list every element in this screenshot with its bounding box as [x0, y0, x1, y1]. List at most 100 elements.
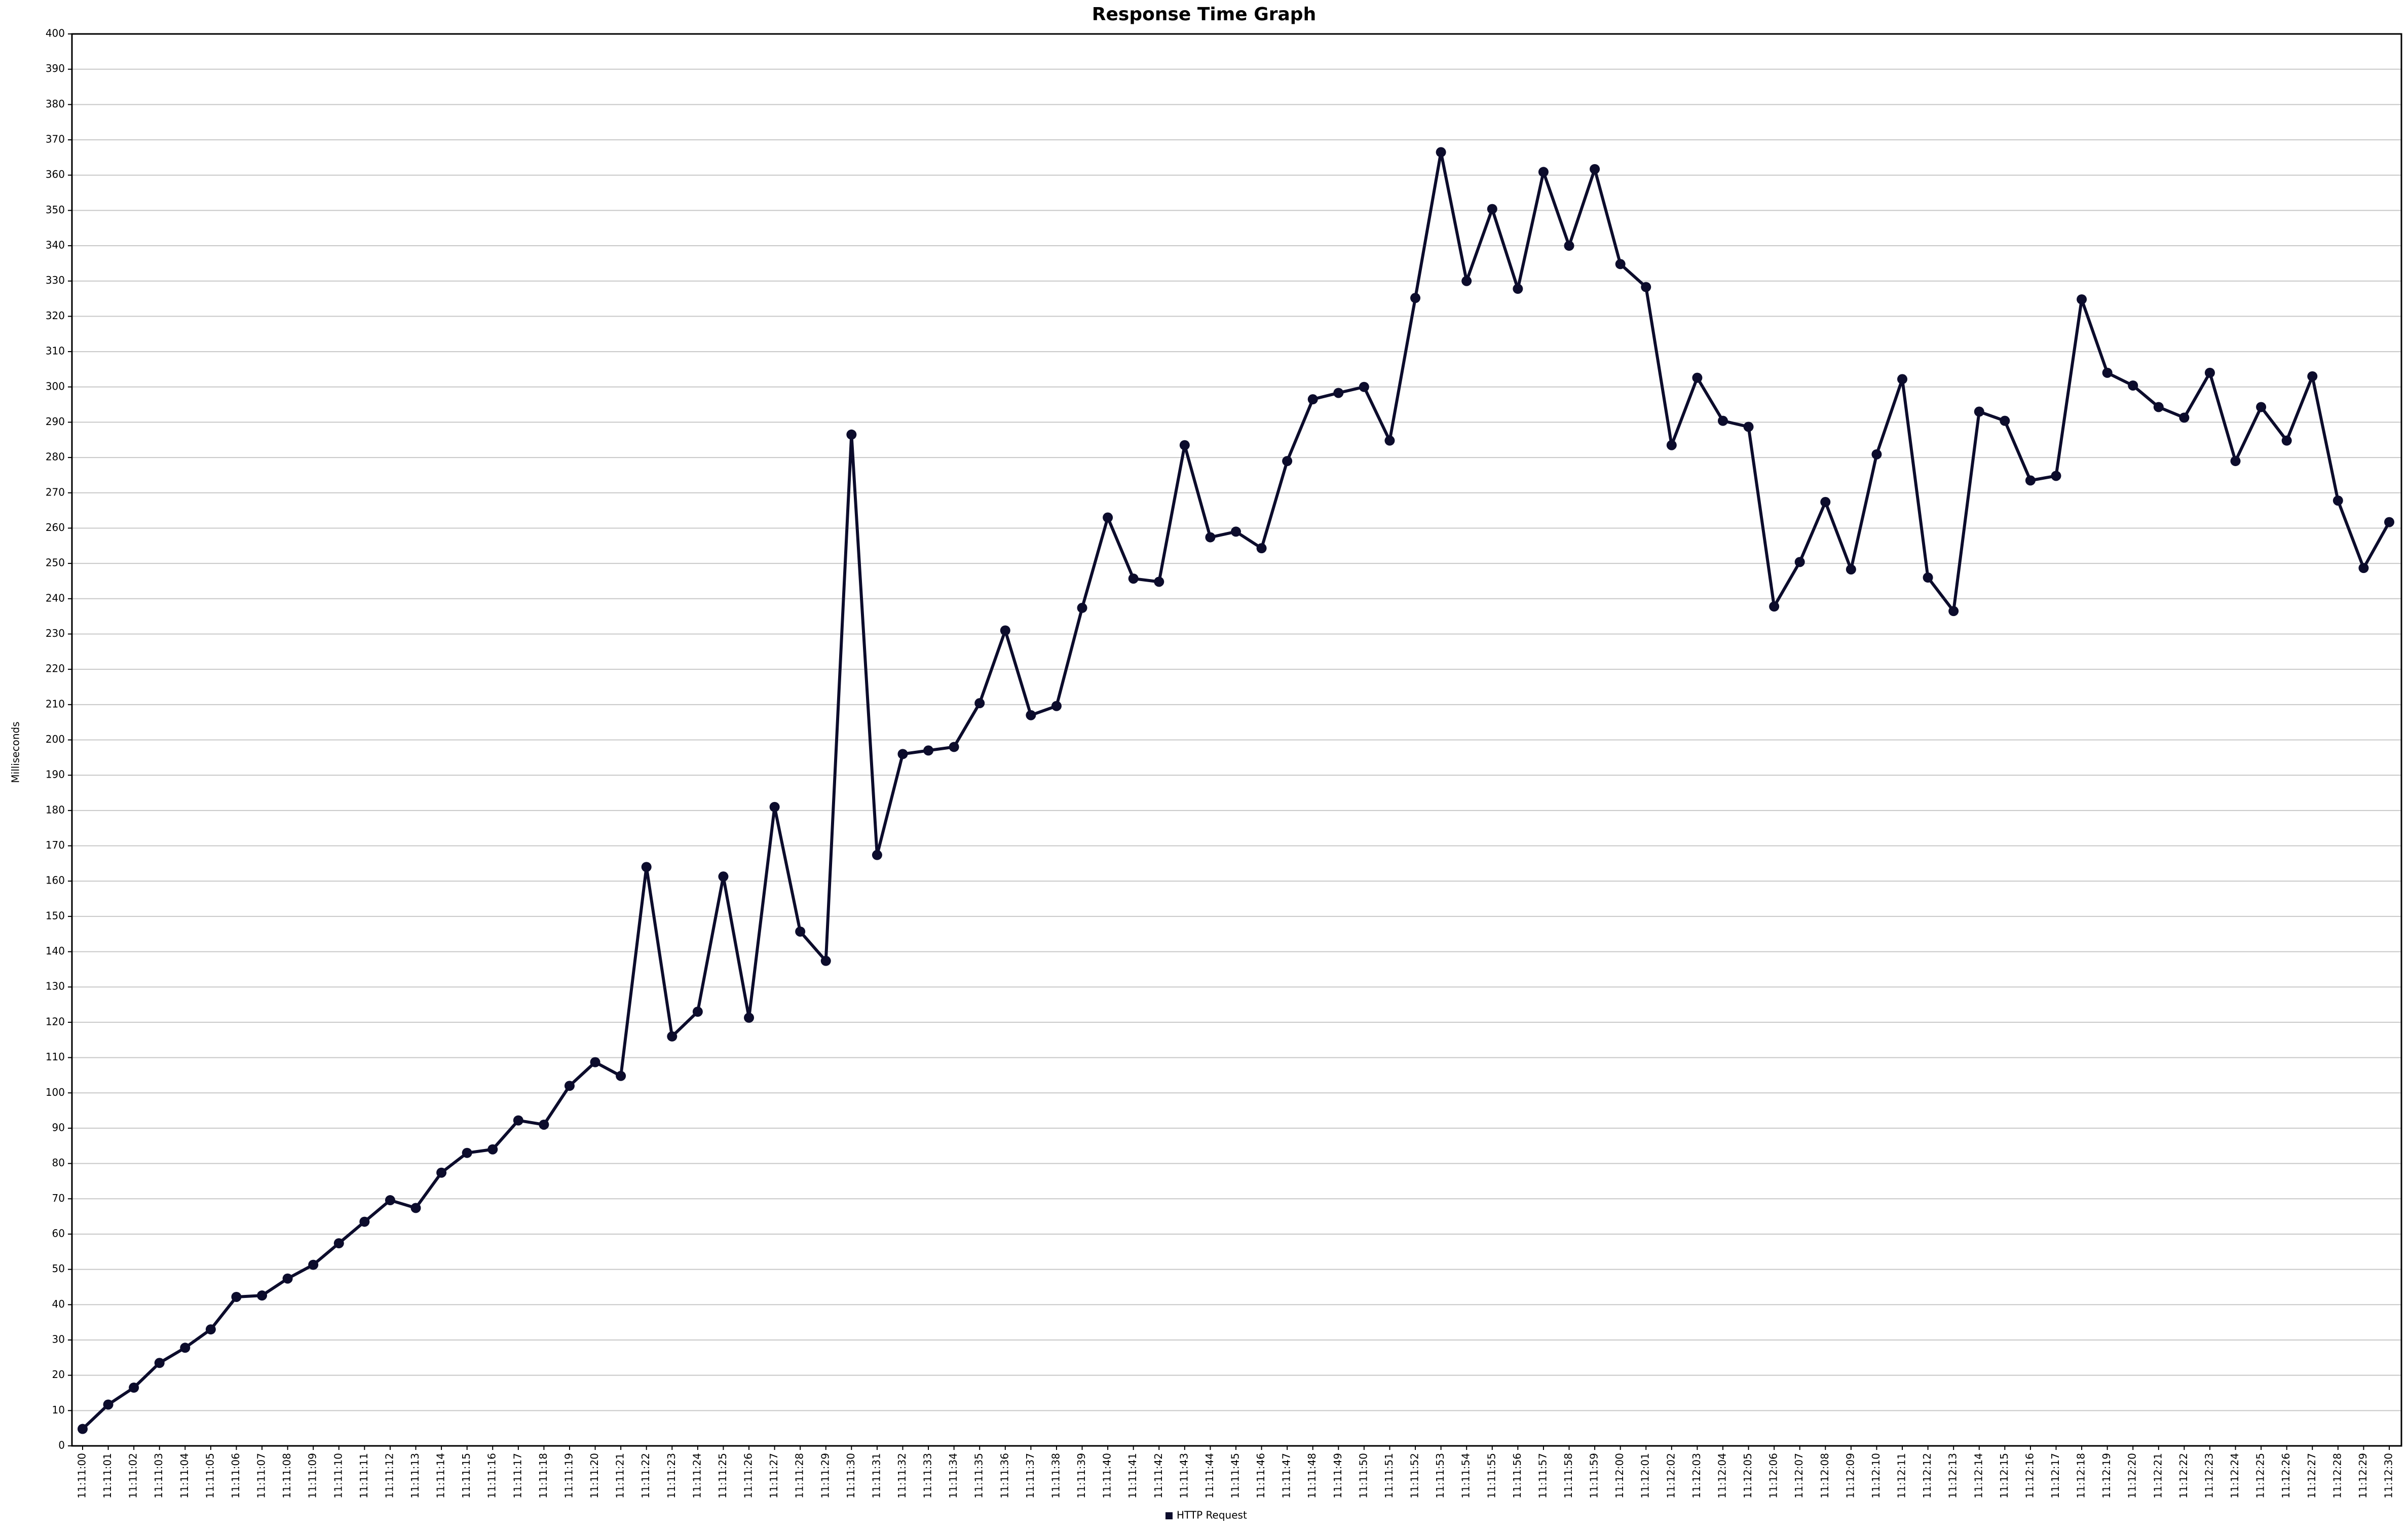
y-tick-label: 90 — [52, 1121, 65, 1133]
x-tick-label: 11:12:03 — [1690, 1453, 1703, 1499]
data-point — [2128, 380, 2138, 391]
x-tick-label: 11:12:12 — [1921, 1453, 1933, 1499]
y-axis-label: Milliseconds — [10, 721, 22, 783]
data-point — [487, 1144, 498, 1155]
y-tick-label: 230 — [46, 627, 65, 639]
x-tick-label: 11:11:04 — [178, 1453, 191, 1499]
x-tick-label: 11:12:09 — [1844, 1453, 1856, 1499]
y-tick-label: 130 — [46, 980, 65, 992]
x-tick-label: 11:11:43 — [1178, 1453, 1190, 1499]
data-point — [692, 1006, 703, 1017]
y-tick-label: 320 — [46, 310, 65, 322]
data-point — [2384, 517, 2394, 527]
data-point — [923, 745, 934, 756]
data-point — [231, 1291, 242, 1302]
x-tick-label: 11:11:00 — [76, 1453, 88, 1499]
x-tick-label: 11:12:06 — [1767, 1453, 1780, 1499]
data-point — [1897, 374, 1908, 385]
data-point — [1282, 456, 1293, 467]
y-tick-label: 190 — [46, 769, 65, 781]
x-tick-label: 11:11:58 — [1562, 1453, 1574, 1499]
data-point — [1538, 167, 1549, 177]
data-point — [2077, 294, 2087, 304]
x-tick-label: 11:11:53 — [1434, 1453, 1446, 1499]
x-tick-label: 11:11:22 — [639, 1453, 652, 1499]
y-tick-label: 210 — [46, 698, 65, 710]
y-tick-label: 360 — [46, 168, 65, 180]
data-point — [1000, 625, 1010, 636]
data-point — [282, 1273, 293, 1284]
x-tick-label: 11:11:19 — [562, 1453, 575, 1499]
x-tick-label: 11:12:15 — [1998, 1453, 2010, 1499]
x-tick-label: 11:11:33 — [922, 1453, 934, 1499]
x-tick-label: 11:11:13 — [409, 1453, 421, 1499]
data-point — [769, 801, 780, 812]
x-tick-label: 11:11:02 — [127, 1453, 139, 1499]
data-point — [1307, 394, 1318, 405]
data-point — [641, 862, 652, 872]
x-tick-label: 11:12:17 — [2049, 1453, 2061, 1499]
data-point — [129, 1383, 139, 1393]
y-tick-label: 170 — [46, 839, 65, 851]
data-point — [308, 1259, 319, 1270]
data-point — [410, 1203, 421, 1213]
data-point — [2281, 435, 2292, 446]
data-point — [1205, 532, 1216, 543]
x-tick-label: 11:12:01 — [1639, 1453, 1651, 1499]
y-tick-label: 40 — [52, 1298, 65, 1310]
y-tick-label: 390 — [46, 62, 65, 74]
data-point — [949, 742, 959, 752]
data-point — [795, 926, 806, 937]
y-tick-label: 290 — [46, 415, 65, 428]
x-tick-label: 11:11:59 — [1588, 1453, 1600, 1499]
x-tick-label: 11:11:27 — [768, 1453, 780, 1499]
data-point — [1923, 572, 1933, 583]
data-point — [539, 1119, 549, 1130]
data-point — [1974, 406, 1984, 417]
data-point — [2000, 415, 2010, 426]
x-tick-label: 11:11:56 — [1511, 1453, 1523, 1499]
y-tick-label: 100 — [46, 1086, 65, 1098]
x-tick-label: 11:12:08 — [1819, 1453, 1831, 1499]
data-point — [2307, 371, 2318, 381]
x-tick-label: 11:11:25 — [717, 1453, 729, 1499]
x-tick-label: 11:12:30 — [2383, 1453, 2395, 1499]
x-tick-label: 11:12:26 — [2280, 1453, 2292, 1499]
data-point — [1769, 601, 1780, 612]
x-tick-label: 11:11:03 — [153, 1453, 165, 1499]
data-point — [1846, 564, 1856, 574]
x-tick-label: 11:11:47 — [1281, 1453, 1293, 1499]
data-point — [78, 1424, 88, 1434]
data-point — [1461, 276, 1472, 286]
y-tick-label: 120 — [46, 1015, 65, 1027]
y-tick-label: 350 — [46, 204, 65, 216]
x-tick-label: 11:11:11 — [358, 1453, 370, 1499]
x-tick-label: 11:11:36 — [998, 1453, 1010, 1499]
x-tick-label: 11:11:40 — [1101, 1453, 1113, 1499]
y-tick-label: 50 — [52, 1262, 65, 1275]
data-point — [1256, 543, 1267, 554]
x-tick-label: 11:11:07 — [255, 1453, 268, 1499]
x-tick-label: 11:11:46 — [1255, 1453, 1267, 1499]
y-tick-label: 70 — [52, 1192, 65, 1204]
y-tick-label: 340 — [46, 239, 65, 251]
x-tick-label: 11:11:06 — [230, 1453, 242, 1499]
x-tick-label: 11:11:54 — [1460, 1453, 1472, 1499]
data-point — [1487, 204, 1497, 214]
x-tick-label: 11:11:49 — [1332, 1453, 1344, 1499]
data-point — [2204, 367, 2215, 378]
plot-border — [71, 33, 2402, 1447]
data-point — [1794, 557, 1805, 567]
data-point — [1179, 440, 1190, 450]
x-tick-label: 11:11:12 — [383, 1453, 395, 1499]
data-point — [1871, 449, 1882, 459]
x-tick-label: 11:12:14 — [1972, 1453, 1984, 1499]
y-tick-label: 280 — [46, 451, 65, 463]
x-tick-label: 11:11:09 — [307, 1453, 319, 1499]
x-tick-label: 11:11:35 — [973, 1453, 985, 1499]
x-tick-label: 11:11:20 — [588, 1453, 600, 1499]
data-point — [359, 1216, 370, 1227]
data-point — [2025, 475, 2036, 486]
data-point — [1590, 164, 1600, 174]
